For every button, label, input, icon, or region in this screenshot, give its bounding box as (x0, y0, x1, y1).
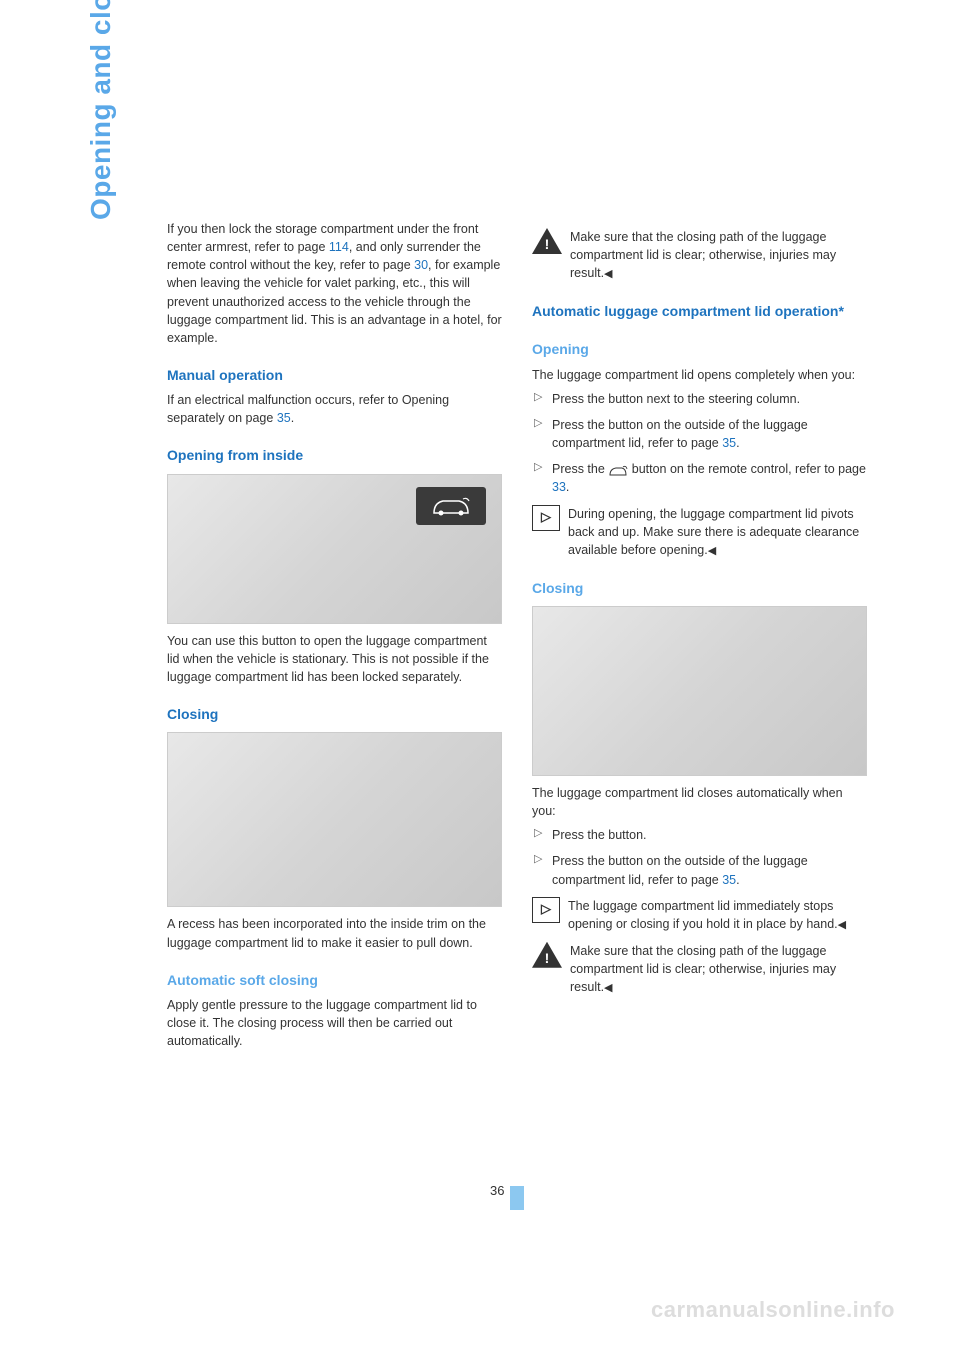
info-box: During opening, the luggage compartment … (532, 505, 867, 560)
page-link-35[interactable]: 35 (722, 436, 736, 450)
end-marker: ◀ (604, 982, 612, 994)
closing-paragraph: A recess has been incorporated into the … (167, 915, 502, 951)
figure-trunk-recess (167, 732, 502, 907)
figure-dashboard-button (167, 474, 502, 624)
left-column: If you then lock the storage compartment… (167, 220, 502, 1050)
info-text: The luggage compartment lid immediately … (568, 897, 867, 934)
page-content: If you then lock the storage compartment… (167, 220, 867, 1050)
closing-intro: The luggage compartment lid closes autom… (532, 784, 867, 820)
heading-auto-luggage: Automatic luggage compartment lid operat… (532, 301, 867, 321)
text: . (736, 436, 739, 450)
heading-manual-operation: Manual operation (167, 365, 502, 385)
list-item: Press the button on the outside of the l… (532, 416, 867, 452)
closing-steps: Press the button. Press the button on th… (532, 826, 867, 888)
warning-icon: ! (532, 942, 562, 968)
warning-text: Make sure that the closing path of the l… (570, 228, 867, 283)
remote-trunk-icon (608, 464, 628, 476)
heading-closing: Closing (532, 578, 867, 598)
manual-paragraph: If an electrical malfunction occurs, ref… (167, 391, 502, 427)
autosoft-paragraph: Apply gentle pressure to the luggage com… (167, 996, 502, 1050)
text: The luggage compartment lid immediately … (568, 899, 838, 931)
text: Press the button on the outside of the l… (552, 854, 808, 886)
opening-steps: Press the button next to the steering co… (532, 390, 867, 497)
page-link-33[interactable]: 33 (552, 480, 566, 494)
list-item: Press the button on the remote control, … (532, 460, 867, 496)
warning-text: Make sure that the closing path of the l… (570, 942, 867, 997)
page-link-30[interactable]: 30 (414, 258, 428, 272)
page-link-35[interactable]: 35 (722, 873, 736, 887)
end-marker: ◀ (838, 919, 846, 931)
heading-opening: Opening (532, 339, 867, 359)
text: Press the button on the outside of the l… (552, 418, 808, 450)
warning-icon: ! (532, 228, 562, 254)
text: . (736, 873, 739, 887)
watermark: carmanualsonline.info (651, 1297, 895, 1323)
page-number: 36 (490, 1183, 504, 1198)
trunk-button-icon (416, 487, 486, 525)
heading-opening-inside: Opening from inside (167, 445, 502, 465)
list-item: Press the button. (532, 826, 867, 844)
opening-paragraph: You can use this button to open the lugg… (167, 632, 502, 686)
right-column: ! Make sure that the closing path of the… (532, 220, 867, 1050)
text: . (291, 411, 294, 425)
info-icon (532, 897, 560, 923)
info-box: The luggage compartment lid immediately … (532, 897, 867, 934)
figure-trunk-close-button (532, 606, 867, 776)
info-icon (532, 505, 560, 531)
text: Press the (552, 462, 608, 476)
list-item: Press the button on the outside of the l… (532, 852, 867, 888)
page-link-35[interactable]: 35 (277, 411, 291, 425)
end-marker: ◀ (708, 545, 716, 557)
end-marker: ◀ (604, 268, 612, 280)
text: . (566, 480, 569, 494)
sidebar-section-title: Opening and closing (85, 0, 117, 220)
text: If an electrical malfunction occurs, ref… (167, 393, 449, 425)
intro-paragraph: If you then lock the storage compartment… (167, 220, 502, 347)
opening-intro: The luggage compartment lid opens comple… (532, 366, 867, 384)
warning-box: ! Make sure that the closing path of the… (532, 228, 867, 283)
warning-box: ! Make sure that the closing path of the… (532, 942, 867, 997)
list-item: Press the button next to the steering co… (532, 390, 867, 408)
page-marker (510, 1186, 524, 1210)
info-text: During opening, the luggage compartment … (568, 505, 867, 560)
page-link-114[interactable]: 114 (329, 240, 349, 254)
heading-closing: Closing (167, 704, 502, 724)
text: button on the remote control, refer to p… (628, 462, 866, 476)
heading-auto-soft-closing: Automatic soft closing (167, 970, 502, 990)
